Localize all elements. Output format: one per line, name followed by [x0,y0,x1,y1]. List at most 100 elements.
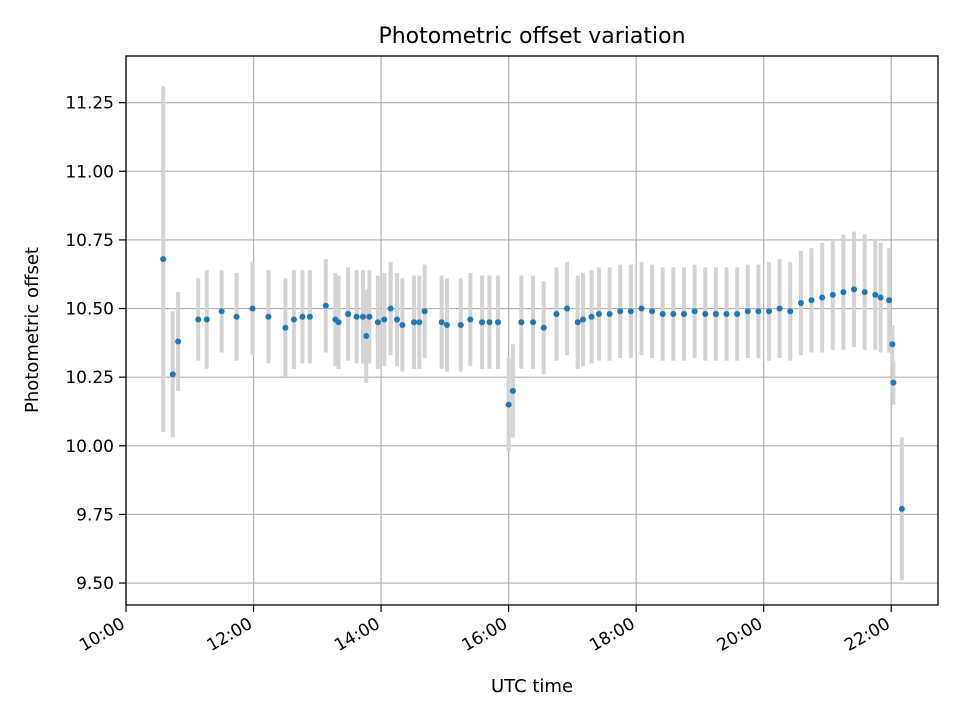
data-point [530,319,537,326]
data-point [394,316,401,323]
data-point [877,294,884,301]
data-point [627,308,634,315]
data-point [233,313,240,320]
data-point [580,316,587,323]
y-tick-label: 9.50 [76,574,114,594]
data-point [457,322,464,329]
data-point [861,289,868,296]
data-point [680,311,687,318]
data-point [160,256,167,263]
y-tick-label: 10.00 [65,437,114,457]
data-point [345,311,352,318]
y-tick-label: 10.75 [65,231,114,251]
data-point [886,297,893,304]
data-point [518,319,525,326]
data-point [218,308,225,315]
data-point [702,311,709,318]
data-point [797,300,804,307]
data-point [479,319,486,326]
data-point [872,291,879,298]
data-point [617,308,624,315]
data-point [691,308,698,315]
data-point [595,311,602,318]
x-tick-label: 20:00 [714,614,766,656]
data-point [366,313,373,320]
data-point [381,316,388,323]
data-point [203,316,210,323]
data-point [363,332,370,339]
data-point [282,324,289,331]
data-point [416,319,423,326]
data-point [649,308,656,315]
x-tick-label: 18:00 [586,614,638,656]
data-point [290,316,297,323]
data-point [588,313,595,320]
data-point [353,313,360,320]
data-point [306,313,313,320]
y-axis-ticks: 9.50 9.75 10.00 10.25 10.50 10.75 11.00 11.25 [65,94,126,594]
data-point [851,286,858,293]
data-point [787,308,794,315]
data-point [494,319,501,326]
data-point [486,319,493,326]
data-point [712,311,719,318]
y-tick-label: 10.50 [65,300,114,320]
data-point [175,338,182,345]
data-point [723,311,730,318]
data-point [505,401,512,408]
x-axis-label: UTC time [491,676,573,697]
data-point [606,311,613,318]
y-tick-label: 9.75 [76,505,114,525]
data-point [808,297,815,304]
data-point [840,289,847,296]
y-tick-label: 11.25 [65,94,114,114]
data-points [160,256,905,512]
data-point [249,305,256,312]
data-point [421,308,428,315]
data-point [898,505,905,512]
data-point [387,305,394,312]
data-point [744,308,751,315]
data-point [360,313,367,320]
data-point [638,305,645,312]
x-tick-label: 10:00 [76,614,128,656]
data-point [509,387,516,394]
y-tick-label: 11.00 [65,162,114,182]
data-point [553,311,560,318]
data-point [889,341,896,348]
data-point [169,371,176,378]
data-point [829,291,836,298]
grid-lines [125,56,938,605]
data-point [564,305,571,312]
x-tick-label: 14:00 [331,614,383,656]
data-point [411,319,418,326]
data-point [890,379,897,386]
data-point [374,319,381,326]
data-point [438,319,445,326]
data-point [766,308,773,315]
data-point [755,308,762,315]
data-point [574,319,581,326]
data-point [540,324,547,331]
data-point [819,294,826,301]
data-point [265,313,272,320]
data-point [443,322,450,329]
y-tick-label: 10.25 [65,368,114,388]
error-bars [161,86,904,581]
data-point [299,313,306,320]
x-axis-ticks: 10:00 12:00 14:00 16:00 18:00 20:00 22:00 [76,605,894,656]
data-point [322,302,329,309]
data-point [399,322,406,329]
data-point [195,316,202,323]
data-point [335,319,342,326]
y-axis-label: Photometric offset [22,247,43,413]
x-tick-label: 16:00 [459,614,511,656]
data-point [776,305,783,312]
x-tick-label: 22:00 [841,614,893,656]
data-point [670,311,677,318]
chart-title: Photometric offset variation [378,24,685,49]
data-point [467,316,474,323]
data-point [659,311,666,318]
x-tick-label: 12:00 [204,614,256,656]
